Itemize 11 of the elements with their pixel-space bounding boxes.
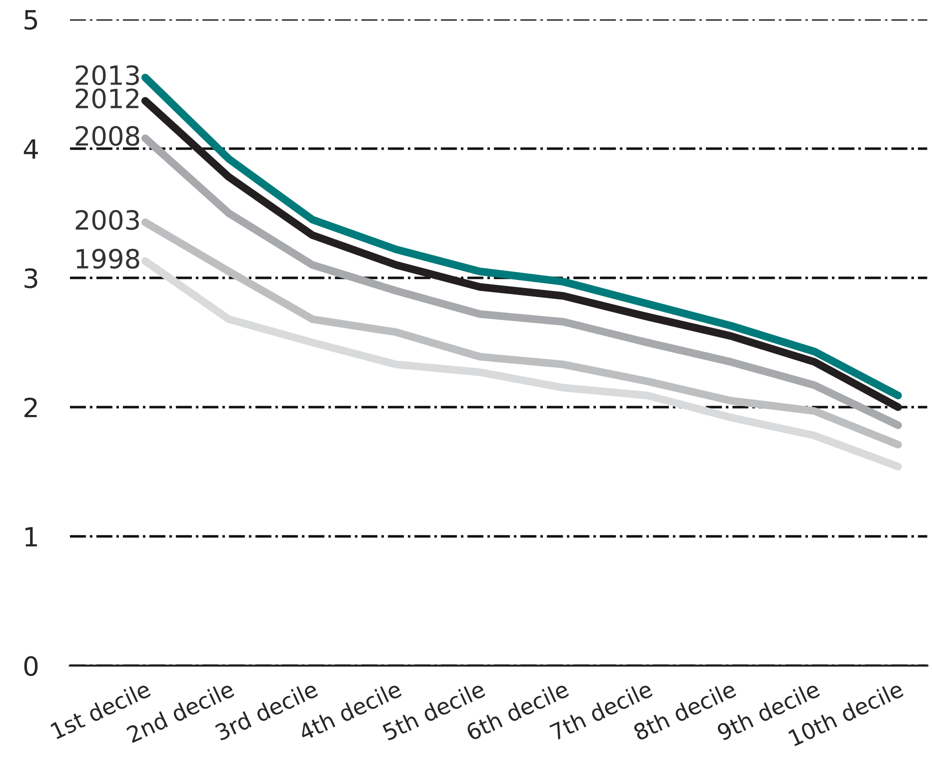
series-label: 2008: [76, 126, 140, 146]
series-label: 1998: [76, 248, 140, 269]
y-tick-label: 2: [24, 398, 37, 418]
y-tick-label: 1: [25, 527, 37, 546]
y-tick-label: 3: [24, 268, 38, 288]
series-label: 2013: [76, 65, 139, 86]
series-label: 2012: [76, 88, 138, 108]
y-tick-label: 4: [24, 139, 38, 159]
series-label: 2003: [76, 210, 139, 230]
y-tick-label: 5: [24, 10, 38, 30]
y-tick-label: 0: [24, 656, 38, 676]
